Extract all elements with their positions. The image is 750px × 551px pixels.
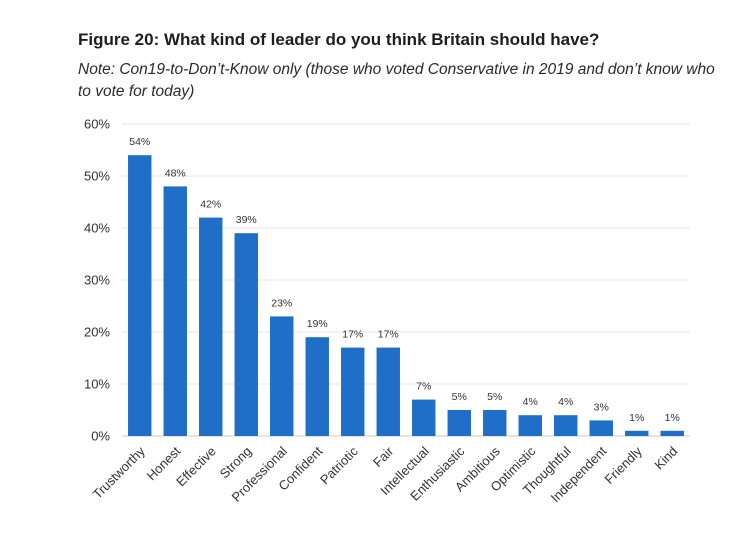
- data-label: 1%: [665, 412, 680, 424]
- bar: [305, 337, 329, 436]
- bar: [163, 186, 187, 436]
- x-tick-label: Effective: [173, 444, 219, 490]
- data-label: 17%: [342, 329, 363, 341]
- y-tick-label: 30%: [84, 273, 110, 288]
- bar: [518, 415, 542, 436]
- bar: [554, 415, 578, 436]
- x-tick-label: Patriotic: [317, 443, 361, 487]
- bar: [199, 217, 223, 436]
- data-label: 54%: [129, 136, 150, 148]
- y-tick-label: 20%: [84, 325, 110, 340]
- y-tick-label: 40%: [84, 221, 110, 236]
- data-label: 7%: [416, 381, 431, 393]
- x-tick-label: Fair: [370, 443, 397, 470]
- bar: [660, 430, 684, 436]
- x-tick-label: Kind: [651, 444, 680, 473]
- bar: [447, 410, 471, 436]
- bar: [376, 347, 400, 436]
- data-label: 5%: [452, 391, 467, 403]
- data-label: 4%: [523, 396, 538, 408]
- bar: [128, 155, 152, 436]
- y-tick-label: 0%: [91, 429, 110, 444]
- chart-note: Note: Con19-to-Don’t-Know only (those wh…: [78, 61, 715, 100]
- x-tick-label: Friendly: [602, 443, 646, 487]
- bar: [483, 410, 507, 436]
- bar: [270, 316, 294, 436]
- bar: [234, 233, 258, 436]
- chart-title: Figure 20: What kind of leader do you th…: [78, 30, 600, 49]
- y-tick-label: 60%: [84, 117, 110, 132]
- data-label: 48%: [165, 167, 186, 179]
- data-label: 19%: [307, 318, 328, 330]
- y-tick-label: 50%: [84, 169, 110, 184]
- data-label: 23%: [271, 297, 292, 309]
- data-label: 4%: [558, 396, 573, 408]
- bar: [412, 399, 436, 436]
- bar: [625, 430, 649, 436]
- data-label: 5%: [487, 391, 502, 403]
- bar: [341, 347, 365, 436]
- bar: [589, 420, 613, 436]
- data-label: 42%: [200, 199, 221, 211]
- data-label: 3%: [594, 401, 609, 413]
- data-label: 39%: [236, 214, 257, 226]
- data-label: 1%: [629, 412, 644, 424]
- y-tick-label: 10%: [84, 377, 110, 392]
- x-tick-label: Trustworthy: [90, 443, 149, 502]
- data-label: 17%: [378, 329, 399, 341]
